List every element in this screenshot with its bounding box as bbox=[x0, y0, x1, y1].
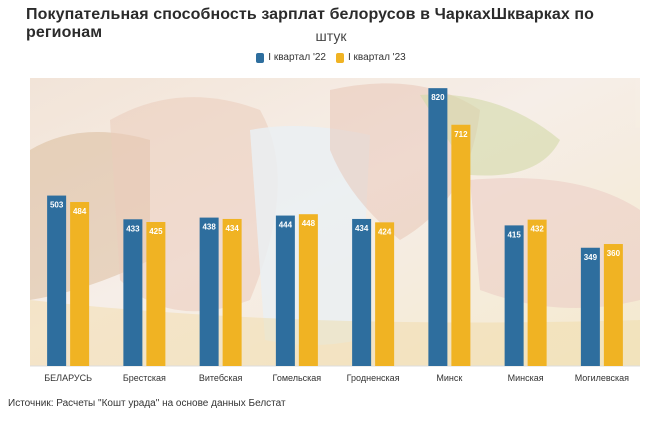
x-tick-label-1: Брестская bbox=[123, 373, 166, 383]
x-tick-label-6: Минская bbox=[508, 373, 544, 383]
bar-2022-0[interactable] bbox=[47, 195, 67, 366]
bar-2023-6[interactable] bbox=[527, 219, 547, 366]
chart-title: Покупательная способность зарплат белору… bbox=[26, 6, 595, 41]
bar-2023-0[interactable] bbox=[70, 202, 90, 366]
legend: I квартал '22 I квартал '23 bbox=[0, 52, 662, 63]
background-photo bbox=[30, 78, 640, 366]
bar-2023-4[interactable] bbox=[375, 222, 395, 366]
bar-2023-3[interactable] bbox=[298, 214, 318, 366]
data-label-2022-2: 438 bbox=[202, 223, 216, 232]
legend-label-2022: I квартал '22 bbox=[268, 52, 326, 63]
x-tick-label-3: Гомельская bbox=[273, 373, 322, 383]
data-label-2022-1: 433 bbox=[126, 224, 140, 233]
x-tick-label-5: Минск bbox=[436, 373, 462, 383]
data-label-2023-0: 484 bbox=[73, 207, 87, 216]
bar-2022-3[interactable] bbox=[275, 215, 295, 366]
data-label-2022-5: 820 bbox=[431, 93, 445, 102]
x-tick-label-2: Витебская bbox=[199, 373, 243, 383]
legend-item-2022[interactable]: I квартал '22 bbox=[256, 52, 326, 63]
legend-label-2023: I квартал '23 bbox=[348, 52, 406, 63]
data-label-2023-4: 424 bbox=[378, 227, 392, 236]
bar-2022-7[interactable] bbox=[580, 247, 600, 366]
legend-swatch-2023 bbox=[336, 52, 344, 63]
bar-2023-5[interactable] bbox=[451, 124, 471, 366]
bar-2023-2[interactable] bbox=[222, 218, 242, 366]
data-label-2022-0: 503 bbox=[50, 201, 64, 210]
bar-2023-7[interactable] bbox=[603, 244, 623, 366]
bar-2022-1[interactable] bbox=[123, 219, 143, 366]
legend-swatch-2022 bbox=[256, 52, 265, 63]
data-label-2023-5: 712 bbox=[454, 130, 468, 139]
x-tick-label-7: Могилевская bbox=[575, 373, 629, 383]
data-label-2023-3: 448 bbox=[302, 219, 316, 228]
bar-2022-2[interactable] bbox=[199, 217, 219, 366]
data-label-2022-6: 415 bbox=[507, 230, 521, 239]
data-label-2023-2: 434 bbox=[225, 224, 239, 233]
bar-2022-4[interactable] bbox=[352, 218, 372, 366]
chart-subtitle: штук bbox=[315, 28, 347, 44]
bar-2023-1[interactable] bbox=[146, 222, 166, 366]
bar-2022-6[interactable] bbox=[504, 225, 524, 366]
data-label-2022-3: 444 bbox=[279, 221, 293, 230]
x-tick-label-4: Гродненская bbox=[347, 373, 400, 383]
data-label-2023-7: 360 bbox=[607, 249, 621, 258]
data-label-2023-6: 432 bbox=[530, 225, 544, 234]
source-note: Источник: Расчеты "Кошт урада" на основе… bbox=[8, 398, 286, 409]
legend-item-2023[interactable]: I квартал '23 bbox=[336, 52, 406, 63]
data-label-2023-1: 425 bbox=[149, 227, 163, 236]
data-label-2022-4: 434 bbox=[355, 224, 369, 233]
x-tick-label-0: БЕЛАРУСЬ bbox=[44, 373, 92, 383]
bar-2022-5[interactable] bbox=[428, 88, 448, 366]
data-label-2022-7: 349 bbox=[584, 253, 598, 262]
